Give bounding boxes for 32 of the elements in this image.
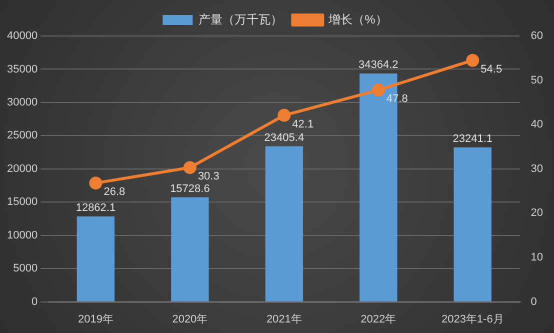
y2-tick-label: 60 xyxy=(530,30,544,42)
y-tick-label: 15000 xyxy=(6,196,38,208)
data-label: 30.3 xyxy=(198,170,220,183)
data-label: 23241.1 xyxy=(452,132,493,145)
data-label: 26.8 xyxy=(104,186,126,198)
y2-tick-label: 30 xyxy=(530,162,544,175)
y2-tick-label: 50 xyxy=(530,74,544,86)
y-tick-label: 20000 xyxy=(6,162,38,175)
y-tick-label: 5000 xyxy=(13,262,38,275)
y-tick-label: 25000 xyxy=(6,130,38,142)
x-tick-label: 2021年 xyxy=(266,313,302,326)
y-tick-label: 35000 xyxy=(6,63,38,76)
data-label: 34364.2 xyxy=(358,58,398,71)
data-label: 15728.6 xyxy=(170,182,210,195)
legend-label: 增长（%） xyxy=(328,12,388,26)
x-tick-label: 2019年 xyxy=(78,313,114,326)
y2-tick-label: 10 xyxy=(530,252,544,264)
y-tick-label: 40000 xyxy=(6,30,38,42)
x-tick-label: 2023年1-6月 xyxy=(441,313,504,326)
y-tick-label: 30000 xyxy=(6,96,38,108)
y2-tick-label: 40 xyxy=(530,118,544,131)
data-label: 23405.4 xyxy=(264,132,304,144)
data-label: 42.1 xyxy=(292,118,314,130)
legend-label: 产量（万千瓦） xyxy=(198,12,283,26)
y2-tick-label: 0 xyxy=(530,296,537,308)
y2-tick-label: 20 xyxy=(530,207,544,220)
x-tick-label: 2022年 xyxy=(360,313,396,326)
y-tick-label: 0 xyxy=(31,296,38,308)
data-label: 54.5 xyxy=(480,63,502,76)
x-tick-label: 2020年 xyxy=(172,313,208,326)
y-tick-label: 10000 xyxy=(6,229,38,242)
data-label: 12862.1 xyxy=(76,202,116,214)
